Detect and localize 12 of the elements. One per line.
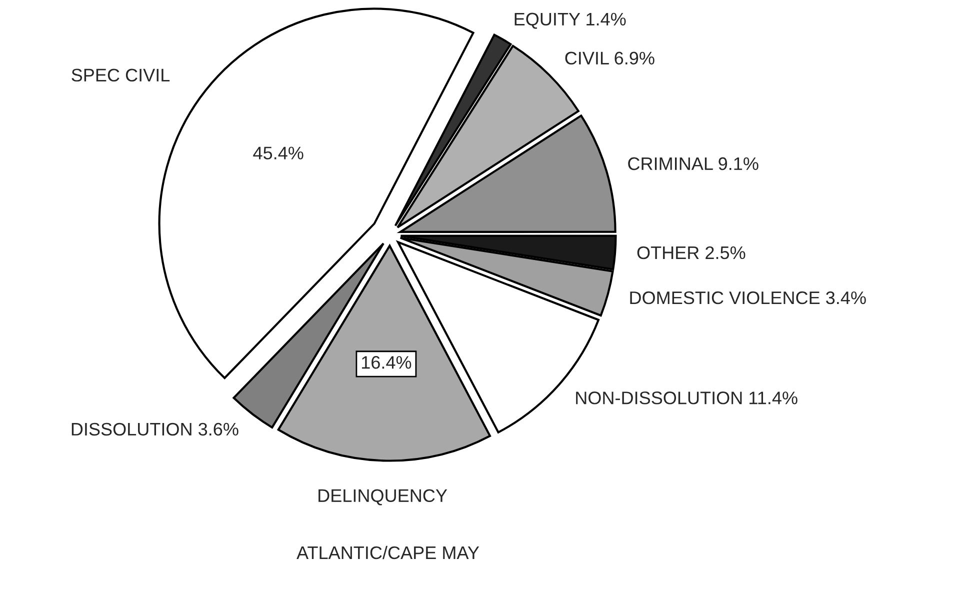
slice-label: SPEC CIVIL [72,68,170,82]
data-label: 45.4% [253,146,304,160]
text: ATLANTIC/CAPE MAY [296,546,480,560]
slice-label: DISSOLUTION 3.6% [72,422,238,436]
slice-label: CIVIL 6.9% [565,52,654,65]
slice-label: CRIMINAL 9.1% [628,157,758,170]
slice-label: EQUITY 1.4% [514,12,626,29]
slice-label: OTHER 2.5% [637,246,746,260]
slice-label: NON-DISSOLUTION 11.4% [576,392,798,404]
slice-label: DOMESTIC VIOLENCE 3.4% [630,291,866,304]
data-label: 16.4% [362,356,412,369]
slice-label: DELINQUENCY [318,489,448,506]
